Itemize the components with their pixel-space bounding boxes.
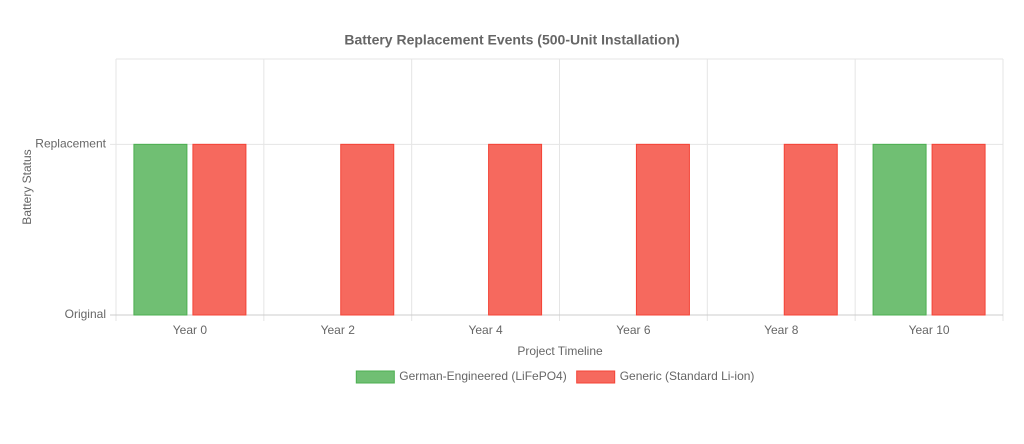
x-axis-title: Project Timeline (517, 344, 603, 358)
bar (133, 143, 188, 316)
legend-label: German-Engineered (LiFePO4) (399, 369, 566, 383)
x-tick-label: Year 10 (909, 323, 950, 337)
bar (192, 143, 247, 316)
bar (635, 143, 690, 316)
x-tick-label: Year 4 (468, 323, 503, 337)
bar (931, 143, 986, 316)
bar (340, 143, 395, 316)
y-axis-title: Battery Status (20, 149, 34, 224)
bar (872, 143, 927, 316)
bar (783, 143, 838, 316)
legend-swatch (355, 370, 395, 384)
y-tick-label: Replacement (35, 137, 106, 151)
y-tick-label: Original (65, 307, 106, 321)
x-tick-label: Year 2 (321, 323, 356, 337)
chart-title: Battery Replacement Events (500-Unit Ins… (344, 32, 679, 48)
legend-label: Generic (Standard Li-ion) (620, 369, 755, 383)
legend-swatch (576, 370, 616, 384)
x-tick-label: Year 0 (173, 323, 208, 337)
x-tick-label: Year 8 (764, 323, 799, 337)
bar (488, 143, 543, 316)
x-tick-label: Year 6 (616, 323, 651, 337)
